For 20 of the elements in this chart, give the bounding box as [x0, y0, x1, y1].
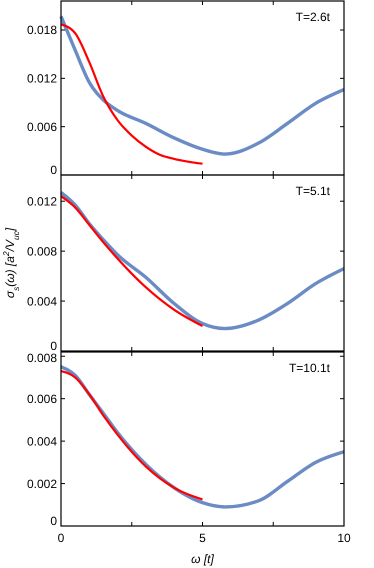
y-tick-label: 0.018 [26, 23, 58, 38]
y-tick-label: 0.008 [26, 351, 58, 366]
y-tick-label: 0.012 [26, 72, 58, 86]
annotation: T=10.1t [288, 361, 331, 375]
y-tick-label: 0.006 [26, 120, 58, 134]
y-tick-label: 0.006 [26, 392, 58, 406]
x-tick-label: 10 [337, 531, 351, 545]
y-tick-label: 0.012 [26, 194, 58, 208]
y-tick-label: 0.008 [26, 244, 58, 258]
y-tick-label: 0.004 [26, 294, 58, 308]
annotation: T=5.1t [296, 184, 331, 198]
x-tick-label: 5 [199, 531, 206, 545]
y-tick-label: 0 [50, 339, 58, 354]
annotation: T=2.6t [296, 10, 331, 24]
y-tick-label: 0.002 [26, 476, 58, 491]
y-tick-label: 0.004 [26, 434, 58, 448]
x-axis-title: ω [t] [191, 552, 215, 566]
y-tick-label: 0 [50, 163, 58, 178]
y-tick-label: 0 [50, 514, 58, 528]
line-series [60, 370, 204, 501]
